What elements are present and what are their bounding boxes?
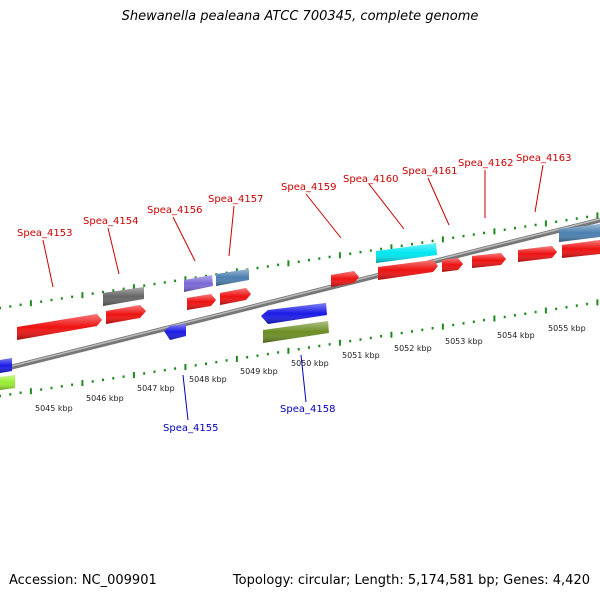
gene-gray-feature[interactable] xyxy=(103,287,144,306)
gene-blue-5049[interactable] xyxy=(261,303,327,324)
gene-spea-4163-feature[interactable] xyxy=(518,246,557,262)
gene-spea-4153-feature[interactable] xyxy=(17,314,102,340)
gene-spea-4158-feature[interactable] xyxy=(263,321,329,343)
gene-spea-4160-feature[interactable] xyxy=(376,243,437,263)
forward-genes xyxy=(17,224,600,340)
scale-label-5053: 5053 kbp xyxy=(445,337,483,346)
gene-label-spea-4156[interactable]: Spea_4156 xyxy=(147,205,202,216)
gene-red-small-1[interactable] xyxy=(187,294,216,310)
gene-spea-4155-feature[interactable] xyxy=(164,324,186,340)
gene-spea-4154-feature[interactable] xyxy=(106,305,146,324)
scale-label-5049: 5049 kbp xyxy=(240,367,278,376)
gene-spea-4156-feature[interactable] xyxy=(184,275,213,292)
gene-red-5052[interactable] xyxy=(378,260,438,280)
scale-label-5050: 5050 kbp xyxy=(291,359,329,368)
gene-spea-4162-feature[interactable] xyxy=(472,253,506,268)
reverse-genes xyxy=(0,303,329,390)
gene-steelblue-edge[interactable] xyxy=(559,224,600,242)
gene-label-spea-4162[interactable]: Spea_4162 xyxy=(458,158,513,169)
scale-label-5047: 5047 kbp xyxy=(137,384,175,393)
scale-label-5051: 5051 kbp xyxy=(342,351,380,360)
bottom-ruler xyxy=(0,299,599,398)
scale-label-5045: 5045 kbp xyxy=(35,404,73,413)
scale-label-5046: 5046 kbp xyxy=(86,394,124,403)
scale-label-5052: 5052 kbp xyxy=(394,344,432,353)
genome-backbone-highlight xyxy=(0,218,600,370)
gene-label-spea-4160[interactable]: Spea_4160 xyxy=(343,174,398,185)
gene-red-edge[interactable] xyxy=(562,240,600,258)
scale-label-5048: 5048 kbp xyxy=(189,375,227,384)
gene-labels: Spea_4153 Spea_4154 Spea_4156 Spea_4157 … xyxy=(17,153,571,434)
gene-label-spea-4158[interactable]: Spea_4158 xyxy=(280,404,335,415)
gene-red-small-2[interactable] xyxy=(220,288,251,305)
gene-spea-4157-feature[interactable] xyxy=(216,269,249,286)
accession-text: Accession: NC_009901 xyxy=(9,573,157,588)
gene-spea-4159-feature[interactable] xyxy=(331,271,359,287)
gene-blue-left-edge[interactable] xyxy=(0,358,12,373)
scale-label-5054: 5054 kbp xyxy=(497,331,535,340)
genome-backbone xyxy=(0,217,600,373)
gene-label-spea-4153[interactable]: Spea_4153 xyxy=(17,228,72,239)
gene-label-spea-4154[interactable]: Spea_4154 xyxy=(83,216,138,227)
scale-labels: 5045 kbp 5046 kbp 5047 kbp 5048 kbp 5049… xyxy=(35,324,586,413)
gene-label-spea-4157[interactable]: Spea_4157 xyxy=(208,194,263,205)
label-leader-lines xyxy=(42,164,544,421)
page-title: Shewanella pealeana ATCC 700345, complet… xyxy=(121,9,479,24)
gene-label-spea-4163[interactable]: Spea_4163 xyxy=(516,153,571,164)
gene-spea-4161-feature[interactable] xyxy=(442,258,463,272)
gene-lime-left-edge[interactable] xyxy=(0,375,15,390)
gene-label-spea-4159[interactable]: Spea_4159 xyxy=(281,182,336,193)
gene-label-spea-4161[interactable]: Spea_4161 xyxy=(402,166,457,177)
gene-label-spea-4155[interactable]: Spea_4155 xyxy=(163,423,218,434)
genome-info-text: Topology: circular; Length: 5,174,581 bp… xyxy=(232,573,590,588)
scale-label-5055: 5055 kbp xyxy=(548,324,586,333)
